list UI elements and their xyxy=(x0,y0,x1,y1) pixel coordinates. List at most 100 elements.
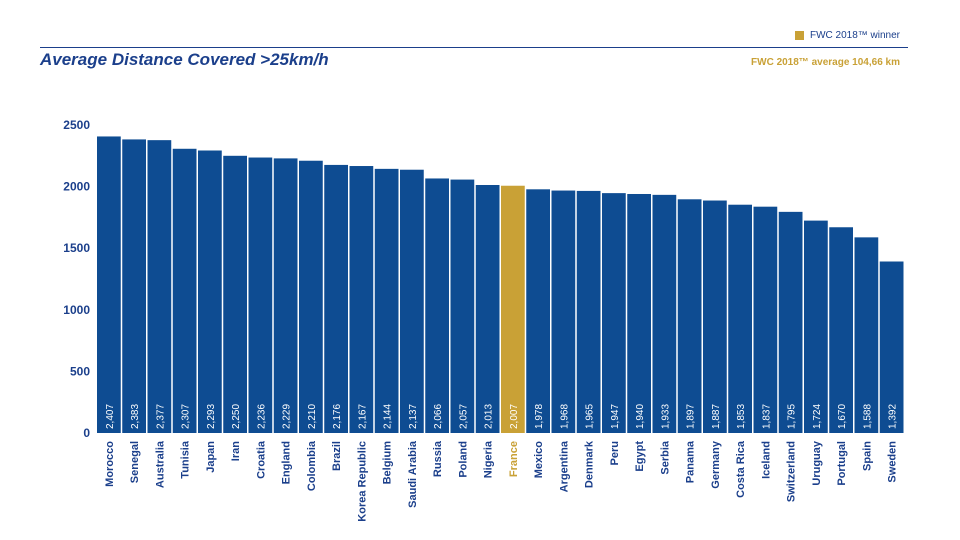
bar xyxy=(198,150,222,434)
value-label: 2,383 xyxy=(130,404,141,429)
value-label: 2,236 xyxy=(256,404,267,429)
bar xyxy=(753,206,778,433)
bar xyxy=(854,237,879,433)
bar xyxy=(122,139,146,433)
y-tick-label: 0 xyxy=(83,426,90,440)
average-note: FWC 2018™ average 104,66 km xyxy=(751,57,900,68)
bar xyxy=(804,220,828,433)
value-label: 2,407 xyxy=(105,404,116,429)
value-label: 1,933 xyxy=(660,404,671,429)
category-label: Peru xyxy=(609,441,621,465)
category-label: Croatia xyxy=(255,440,267,479)
category-label: Denmark xyxy=(584,440,596,488)
value-label: 2,307 xyxy=(181,404,192,429)
category-label: Tunisia xyxy=(180,440,192,479)
value-label: 2,229 xyxy=(282,404,293,429)
category-label: Iran xyxy=(230,441,242,461)
bar xyxy=(728,204,752,433)
bar xyxy=(248,157,273,434)
bar xyxy=(349,166,374,433)
value-label: 2,007 xyxy=(509,404,520,429)
bar xyxy=(703,200,727,433)
legend-swatch xyxy=(794,31,804,40)
bar xyxy=(324,164,348,433)
bar xyxy=(501,185,525,433)
category-label: Egypt xyxy=(634,441,646,472)
y-tick-label: 1500 xyxy=(63,241,90,255)
category-label: Portugal xyxy=(836,441,848,486)
legend: FWC 2018™ winner xyxy=(794,30,900,41)
category-label: Belgium xyxy=(382,441,394,485)
category-label: Argentina xyxy=(558,440,570,492)
bar xyxy=(97,136,121,434)
value-label: 1,795 xyxy=(787,404,798,429)
value-label: 1,670 xyxy=(837,404,848,429)
value-label: 1,887 xyxy=(711,404,722,429)
category-label: Nigeria xyxy=(483,440,495,478)
category-label: Brazil xyxy=(331,441,343,471)
bar xyxy=(172,148,197,434)
bar xyxy=(526,189,550,433)
value-label: 2,167 xyxy=(357,404,368,429)
value-label: 1,968 xyxy=(559,404,570,429)
value-label: 1,897 xyxy=(686,404,697,429)
bar xyxy=(551,190,576,433)
bar xyxy=(627,193,651,433)
category-label: Colombia xyxy=(306,440,318,491)
bar xyxy=(602,193,626,433)
value-label: 1,853 xyxy=(736,404,747,429)
value-label: 2,176 xyxy=(332,404,343,429)
value-label: 2,066 xyxy=(433,404,444,429)
category-label: Mexico xyxy=(533,441,545,479)
category-label: Morocco xyxy=(104,441,116,487)
value-label: 1,978 xyxy=(534,404,545,429)
bar xyxy=(299,160,323,433)
bar xyxy=(147,140,172,433)
bar xyxy=(576,190,601,433)
category-label: Iceland xyxy=(760,441,772,479)
value-label: 2,057 xyxy=(458,404,469,429)
bar xyxy=(223,155,247,434)
category-label: Japan xyxy=(205,441,217,473)
bar xyxy=(400,169,424,433)
value-label: 1,588 xyxy=(862,404,873,429)
bar xyxy=(879,261,904,433)
value-label: 1,965 xyxy=(585,404,596,429)
bar xyxy=(677,199,702,433)
category-label: England xyxy=(281,441,293,484)
legend-label: FWC 2018™ winner xyxy=(809,30,900,41)
category-label: France xyxy=(508,441,520,477)
bar xyxy=(778,211,803,433)
category-label: Sweden xyxy=(887,441,899,483)
value-label: 2,377 xyxy=(155,404,166,429)
value-label: 1,837 xyxy=(761,404,772,429)
category-label: Saudi Arabia xyxy=(407,440,419,508)
bar xyxy=(652,194,677,433)
value-label: 2,144 xyxy=(383,404,394,429)
value-label: 1,392 xyxy=(888,404,899,429)
value-label: 2,210 xyxy=(307,404,318,429)
bar xyxy=(829,227,853,433)
value-label: 1,724 xyxy=(812,404,823,429)
y-tick-label: 2500 xyxy=(63,118,90,132)
category-label: Serbia xyxy=(659,440,671,475)
bar xyxy=(425,178,449,433)
category-label: Switzerland xyxy=(786,441,798,502)
category-label: Costa Rica xyxy=(735,440,747,498)
value-label: 2,293 xyxy=(206,404,217,429)
value-label: 1,947 xyxy=(610,404,621,429)
chart-title: Average Distance Covered >25km/h xyxy=(40,50,329,69)
category-label: Panama xyxy=(685,440,697,483)
value-label: 1,940 xyxy=(635,404,646,429)
category-label: Poland xyxy=(457,441,469,478)
category-label: Uruguay xyxy=(811,440,823,486)
y-tick-label: 500 xyxy=(70,364,90,378)
bar xyxy=(374,168,399,434)
y-tick-label: 2000 xyxy=(63,180,90,194)
category-label: Germany xyxy=(710,440,722,489)
bar xyxy=(475,184,500,433)
category-label: Korea Republic xyxy=(356,441,368,522)
bar xyxy=(273,158,298,433)
bar xyxy=(450,179,475,433)
